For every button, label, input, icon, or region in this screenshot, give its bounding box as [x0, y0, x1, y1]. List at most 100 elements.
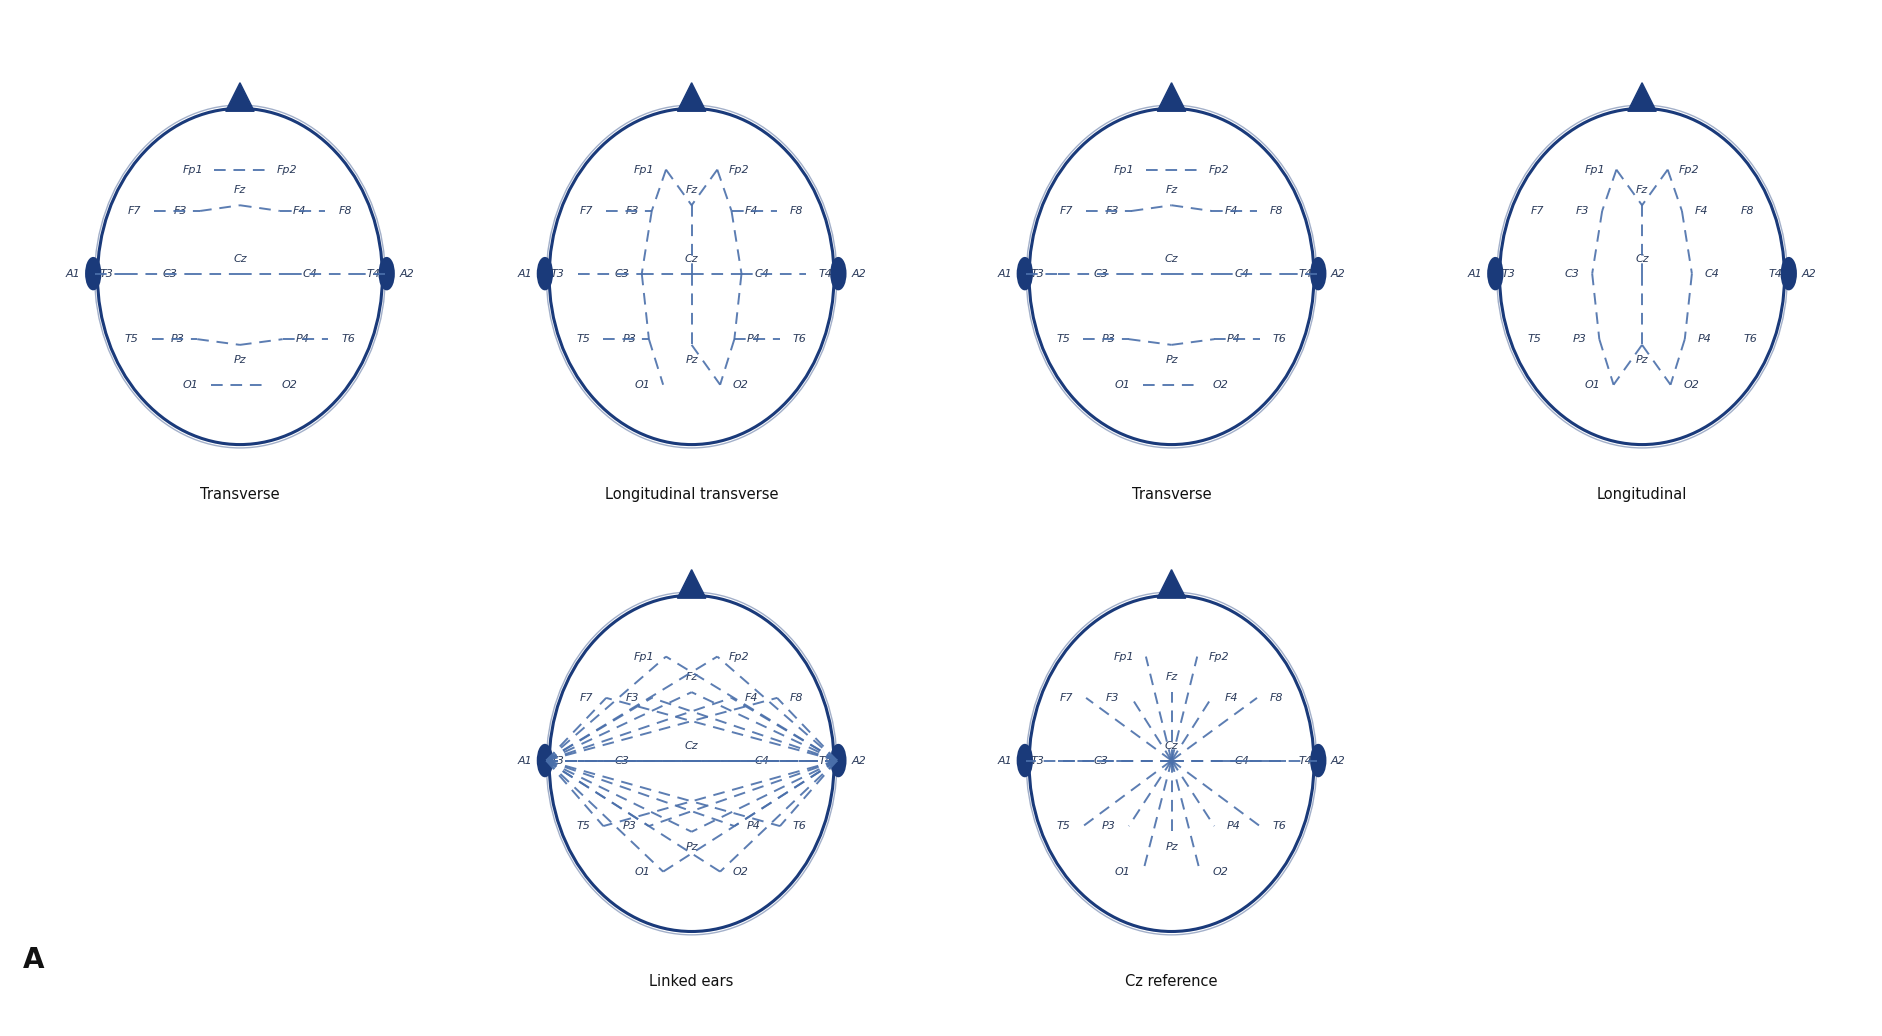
- Text: A1: A1: [518, 755, 533, 766]
- Text: Pz: Pz: [685, 354, 698, 365]
- Text: Cz: Cz: [685, 254, 698, 264]
- Text: P4: P4: [295, 335, 309, 344]
- Text: F8: F8: [339, 206, 352, 215]
- Text: A1: A1: [997, 268, 1013, 279]
- Text: T6: T6: [792, 822, 807, 831]
- Text: Fp1: Fp1: [183, 165, 203, 175]
- Text: F7: F7: [1530, 206, 1543, 215]
- Text: C3: C3: [1564, 268, 1579, 279]
- Text: P3: P3: [1103, 335, 1116, 344]
- Text: Longitudinal transverse: Longitudinal transverse: [604, 487, 779, 502]
- Text: Fp2: Fp2: [1679, 165, 1699, 175]
- Ellipse shape: [1018, 745, 1031, 776]
- Text: O2: O2: [1212, 380, 1229, 390]
- Text: T5: T5: [576, 822, 591, 831]
- Text: A2: A2: [1331, 755, 1346, 766]
- Ellipse shape: [832, 745, 845, 776]
- Text: F7: F7: [580, 206, 593, 215]
- Text: A2: A2: [1331, 268, 1346, 279]
- Text: F4: F4: [1225, 693, 1238, 702]
- Text: C4: C4: [755, 268, 770, 279]
- Text: A1: A1: [1468, 268, 1483, 279]
- Ellipse shape: [87, 258, 100, 289]
- Text: T6: T6: [341, 335, 356, 344]
- Text: F3: F3: [625, 206, 638, 215]
- Text: Fp1: Fp1: [634, 165, 655, 175]
- Text: F4: F4: [745, 206, 758, 215]
- Text: T3: T3: [1031, 755, 1045, 766]
- Text: Longitudinal: Longitudinal: [1596, 487, 1688, 502]
- Text: Pz: Pz: [685, 841, 698, 852]
- Text: Fz: Fz: [1165, 672, 1178, 683]
- Text: F4: F4: [745, 693, 758, 702]
- Text: C3: C3: [162, 268, 177, 279]
- Text: T6: T6: [1743, 335, 1758, 344]
- Polygon shape: [678, 83, 706, 111]
- Text: Fz: Fz: [685, 185, 698, 195]
- Ellipse shape: [1018, 258, 1031, 289]
- Text: Fz: Fz: [233, 185, 247, 195]
- Text: P3: P3: [1573, 335, 1587, 344]
- Text: O1: O1: [634, 867, 651, 876]
- Text: F3: F3: [173, 206, 186, 215]
- Text: T4: T4: [819, 268, 832, 279]
- Text: T3: T3: [1502, 268, 1515, 279]
- Text: P4: P4: [1227, 822, 1240, 831]
- Text: Fz: Fz: [1635, 185, 1649, 195]
- Text: P3: P3: [623, 335, 636, 344]
- Text: F7: F7: [580, 693, 593, 702]
- Text: P4: P4: [747, 335, 760, 344]
- Text: T6: T6: [1272, 822, 1287, 831]
- Text: P3: P3: [171, 335, 184, 344]
- Ellipse shape: [832, 258, 845, 289]
- Ellipse shape: [1782, 258, 1795, 289]
- Ellipse shape: [1489, 258, 1502, 289]
- Text: P4: P4: [747, 822, 760, 831]
- Text: Fp2: Fp2: [728, 652, 749, 662]
- Text: T3: T3: [100, 268, 113, 279]
- Text: F7: F7: [1060, 206, 1073, 215]
- Text: Fp2: Fp2: [1208, 652, 1229, 662]
- Text: T5: T5: [1056, 822, 1071, 831]
- Text: T4: T4: [367, 268, 380, 279]
- Text: A1: A1: [518, 268, 533, 279]
- Text: F7: F7: [1060, 693, 1073, 702]
- Text: F7: F7: [128, 206, 141, 215]
- Ellipse shape: [538, 745, 551, 776]
- Text: T4: T4: [819, 755, 832, 766]
- Text: C4: C4: [755, 755, 770, 766]
- Text: F8: F8: [790, 693, 804, 702]
- Text: P4: P4: [1227, 335, 1240, 344]
- Text: Cz: Cz: [1165, 254, 1178, 264]
- Text: T6: T6: [1272, 335, 1287, 344]
- Text: A1: A1: [997, 755, 1013, 766]
- Text: F4: F4: [1696, 206, 1709, 215]
- Text: Fp2: Fp2: [277, 165, 297, 175]
- Polygon shape: [1157, 83, 1186, 111]
- Text: Cz reference: Cz reference: [1125, 974, 1218, 989]
- Text: T3: T3: [551, 755, 565, 766]
- Text: Pz: Pz: [1635, 354, 1649, 365]
- Text: Cz: Cz: [685, 741, 698, 750]
- Text: C4: C4: [303, 268, 318, 279]
- Polygon shape: [1628, 83, 1656, 111]
- Text: Pz: Pz: [1165, 841, 1178, 852]
- Polygon shape: [678, 570, 706, 598]
- Ellipse shape: [1312, 258, 1325, 289]
- Text: C4: C4: [1705, 268, 1720, 279]
- Text: T4: T4: [1769, 268, 1782, 279]
- Text: Linked ears: Linked ears: [649, 974, 734, 989]
- Text: P3: P3: [623, 822, 636, 831]
- Text: C3: C3: [614, 755, 629, 766]
- Text: F8: F8: [1270, 206, 1284, 215]
- Text: C4: C4: [1235, 268, 1250, 279]
- Text: O1: O1: [1114, 380, 1131, 390]
- Ellipse shape: [538, 258, 551, 289]
- Text: C3: C3: [1093, 268, 1108, 279]
- Text: C3: C3: [1093, 755, 1108, 766]
- Text: A2: A2: [1801, 268, 1816, 279]
- Text: Cz: Cz: [1635, 254, 1649, 264]
- Text: T3: T3: [551, 268, 565, 279]
- Text: O1: O1: [1114, 867, 1131, 876]
- Text: F3: F3: [625, 693, 638, 702]
